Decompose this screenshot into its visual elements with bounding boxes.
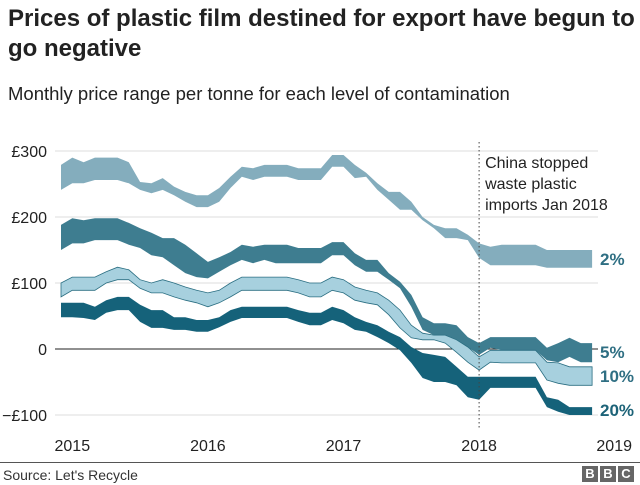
y-tick-label: £100	[11, 276, 47, 293]
series-label: 10%	[600, 367, 634, 386]
y-tick-label: £300	[11, 144, 47, 161]
x-tick-label: 2016	[190, 438, 226, 455]
price-band-10pct	[60, 266, 593, 386]
x-tick-label: 2015	[55, 438, 91, 455]
series-labels: 2% 5% 10% 20%	[600, 250, 634, 420]
price-range-chart: £300 £200 £100 0 −£100 2015 2016 2017 2018 2019 C…	[2, 142, 634, 455]
y-tick-label: £200	[11, 210, 47, 227]
y-tick-label: −£100	[2, 408, 47, 425]
price-bands	[60, 155, 593, 415]
annotation-text: China stopped	[485, 155, 588, 172]
chart-title: Prices of plastic film destined for expo…	[8, 5, 635, 62]
source-note: Source: Let's Recycle	[3, 467, 138, 483]
axis-labels: £300 £200 £100 0 −£100 2015 2016 2017 2018 2019	[2, 144, 632, 455]
series-label: 20%	[600, 401, 634, 420]
chart-subtitle: Monthly price range per tonne for each l…	[8, 83, 510, 104]
price-band-5pct	[61, 218, 593, 363]
x-tick-label: 2017	[326, 438, 362, 455]
bbc-logo-letter: B	[600, 466, 616, 482]
price-band-2pct	[61, 155, 593, 268]
x-tick-label: 2018	[461, 438, 497, 455]
annotation: China stopped waste plastic imports Jan 20…	[478, 142, 608, 428]
series-label: 5%	[600, 343, 625, 362]
price-band-20pct	[61, 296, 593, 415]
bbc-logo-letter: C	[618, 466, 634, 482]
bbc-logo: B B C	[582, 466, 634, 482]
annotation-text: waste plastic	[484, 176, 577, 193]
bbc-logo-letter: B	[582, 466, 598, 482]
x-tick-label: 2019	[596, 438, 632, 455]
footer-divider	[0, 462, 640, 463]
series-label: 2%	[600, 250, 625, 269]
annotation-text: imports Jan 2018	[485, 197, 608, 214]
y-tick-label: 0	[38, 342, 47, 359]
